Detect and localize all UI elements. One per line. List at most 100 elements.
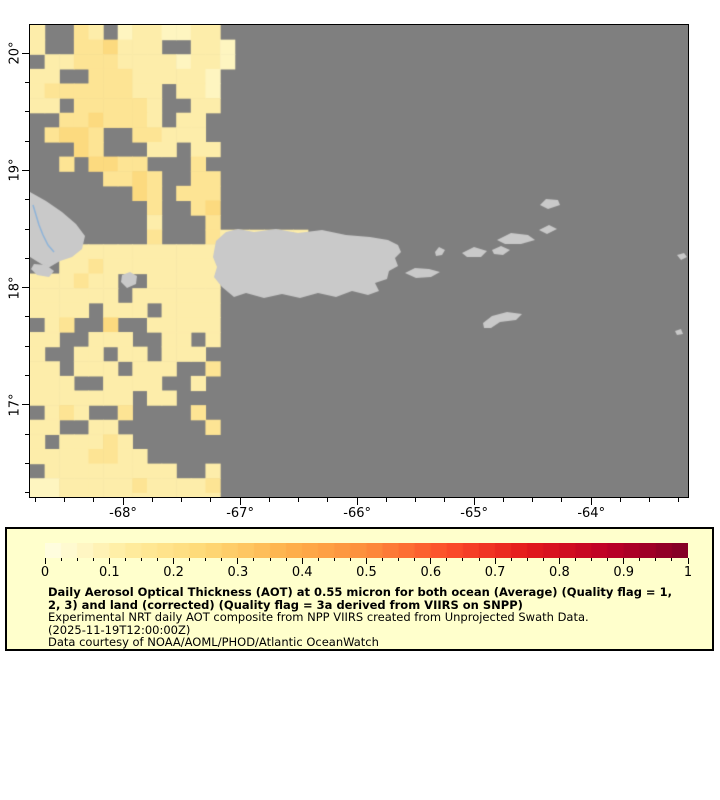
colorbar-tick [301, 558, 303, 564]
colorbar-tick [558, 558, 560, 564]
lat-axis-tick [25, 257, 29, 259]
lon-axis-tick [210, 498, 212, 502]
lat-axis-tick [25, 375, 29, 377]
colorbar-tick [76, 558, 78, 561]
legend-info-line-1: Experimental NRT daily AOT composite fro… [48, 610, 589, 624]
colorbar-tick [108, 558, 110, 564]
lon-axis-tick [268, 498, 270, 502]
colorbar-tick [639, 558, 641, 561]
lon-axis-tick [502, 498, 504, 502]
lon-axis-tick [444, 498, 446, 502]
lon-axis-label: -65° [460, 506, 489, 521]
colorbar-tick [510, 558, 512, 561]
colorbar-tick [205, 558, 207, 561]
colorbar-tick-label: 0.7 [484, 565, 506, 580]
lat-axis-tick [25, 111, 29, 113]
lon-axis-tick [327, 498, 329, 502]
colorbar-gradient [45, 543, 688, 558]
colorbar-tick [607, 558, 609, 561]
lat-axis-tick [22, 404, 29, 406]
colorbar-tick [382, 558, 384, 561]
colorbar-tick [478, 558, 480, 561]
colorbar-tick [542, 558, 544, 561]
colorbar-tick-label: 0.4 [291, 565, 313, 580]
colorbar-tick [253, 558, 255, 561]
lon-axis-tick [649, 498, 651, 502]
colorbar-tick-label: 0.9 [613, 565, 635, 580]
lon-axis-tick [298, 498, 300, 502]
colorbar-tick-label: 0.6 [420, 565, 442, 580]
lon-axis-tick [678, 498, 680, 502]
legend-title-line-1: Daily Aerosol Optical Thickness (AOT) at… [48, 585, 672, 599]
colorbar-tick [526, 558, 528, 561]
colorbar-tick-label: 0.2 [163, 565, 184, 580]
lon-axis-tick [561, 498, 563, 502]
colorbar-tick-label: 1 [683, 565, 693, 580]
colorbar-tick [574, 558, 576, 561]
lat-axis-tick [22, 287, 29, 289]
colorbar-tick [671, 558, 673, 561]
lon-axis-tick [590, 498, 592, 505]
colorbar-tick [237, 558, 239, 564]
legend-title-line-2: 2, 3) and land (corrected) (Quality flag… [48, 597, 523, 612]
colorbar-tick [398, 558, 400, 561]
colorbar-tick [655, 558, 657, 561]
lon-axis-tick [385, 498, 387, 502]
lon-axis-tick [239, 498, 241, 505]
lon-axis-label: -66° [343, 506, 371, 521]
lon-axis-tick [619, 498, 621, 502]
colorbar-tick [349, 558, 351, 561]
colorbar-tick [60, 558, 62, 561]
colorbar-tick [189, 558, 191, 561]
colorbar-tick-label: 0.3 [227, 565, 249, 580]
colorbar-tick [140, 558, 142, 561]
lat-axis-label: 20° [7, 41, 23, 65]
lon-axis-tick [181, 498, 183, 502]
colorbar-tick [687, 558, 689, 564]
colorbar-tick-label: 0.5 [356, 565, 377, 580]
lat-axis-tick [25, 492, 29, 494]
lat-axis-tick [25, 228, 29, 230]
lat-axis-tick [25, 81, 29, 83]
legend-info-line-2: (2025-11-19T12:00:00Z) [48, 622, 191, 637]
colorbar-tick [462, 558, 464, 561]
lat-axis-tick [25, 199, 29, 201]
colorbar-tick [414, 558, 416, 561]
colorbar-tick-label: 0.1 [98, 565, 120, 580]
colorbar-tick [221, 558, 223, 561]
lon-axis-label: -68° [109, 506, 137, 521]
colorbar-tick [157, 558, 159, 561]
colorbar-tick [173, 558, 175, 564]
colorbar-tick [446, 558, 448, 561]
lon-axis-tick [356, 498, 358, 505]
colorbar-tick [124, 558, 126, 561]
colorbar-tick [317, 558, 319, 561]
lat-axis-label: 18° [7, 276, 23, 300]
lat-axis-tick [25, 140, 29, 142]
lon-axis-tick [532, 498, 534, 502]
lon-axis-tick [122, 498, 124, 505]
colorbar-tick [591, 558, 593, 561]
lon-axis-tick [93, 498, 95, 502]
lon-axis-tick [64, 498, 66, 502]
aot-map-canvas [30, 25, 688, 497]
lon-axis-label: -64° [577, 506, 606, 521]
colorbar-tick [333, 558, 335, 561]
lat-axis-tick [25, 345, 29, 347]
colorbar-tick [366, 558, 367, 564]
legend-text-block: Daily Aerosol Optical Thickness (AOT) at… [48, 586, 698, 649]
lon-axis-tick [34, 498, 36, 502]
lat-axis-tick [25, 433, 29, 435]
lat-axis-tick [25, 463, 29, 465]
lon-axis-label: -67° [226, 506, 254, 521]
lat-axis-tick [25, 316, 29, 318]
lat-axis-tick [22, 169, 29, 171]
legend-info-line-3: Data courtesy of NOAA/AOML/PHOD/Atlantic… [48, 635, 379, 649]
lon-axis-tick [151, 498, 153, 502]
lat-axis-label: 19° [7, 158, 23, 182]
colorbar-tick [44, 558, 46, 564]
lat-axis-tick [22, 52, 29, 54]
colorbar-tick [92, 558, 94, 561]
map-frame [29, 24, 689, 498]
